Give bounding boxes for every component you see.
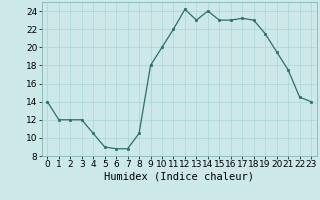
X-axis label: Humidex (Indice chaleur): Humidex (Indice chaleur) [104,172,254,182]
